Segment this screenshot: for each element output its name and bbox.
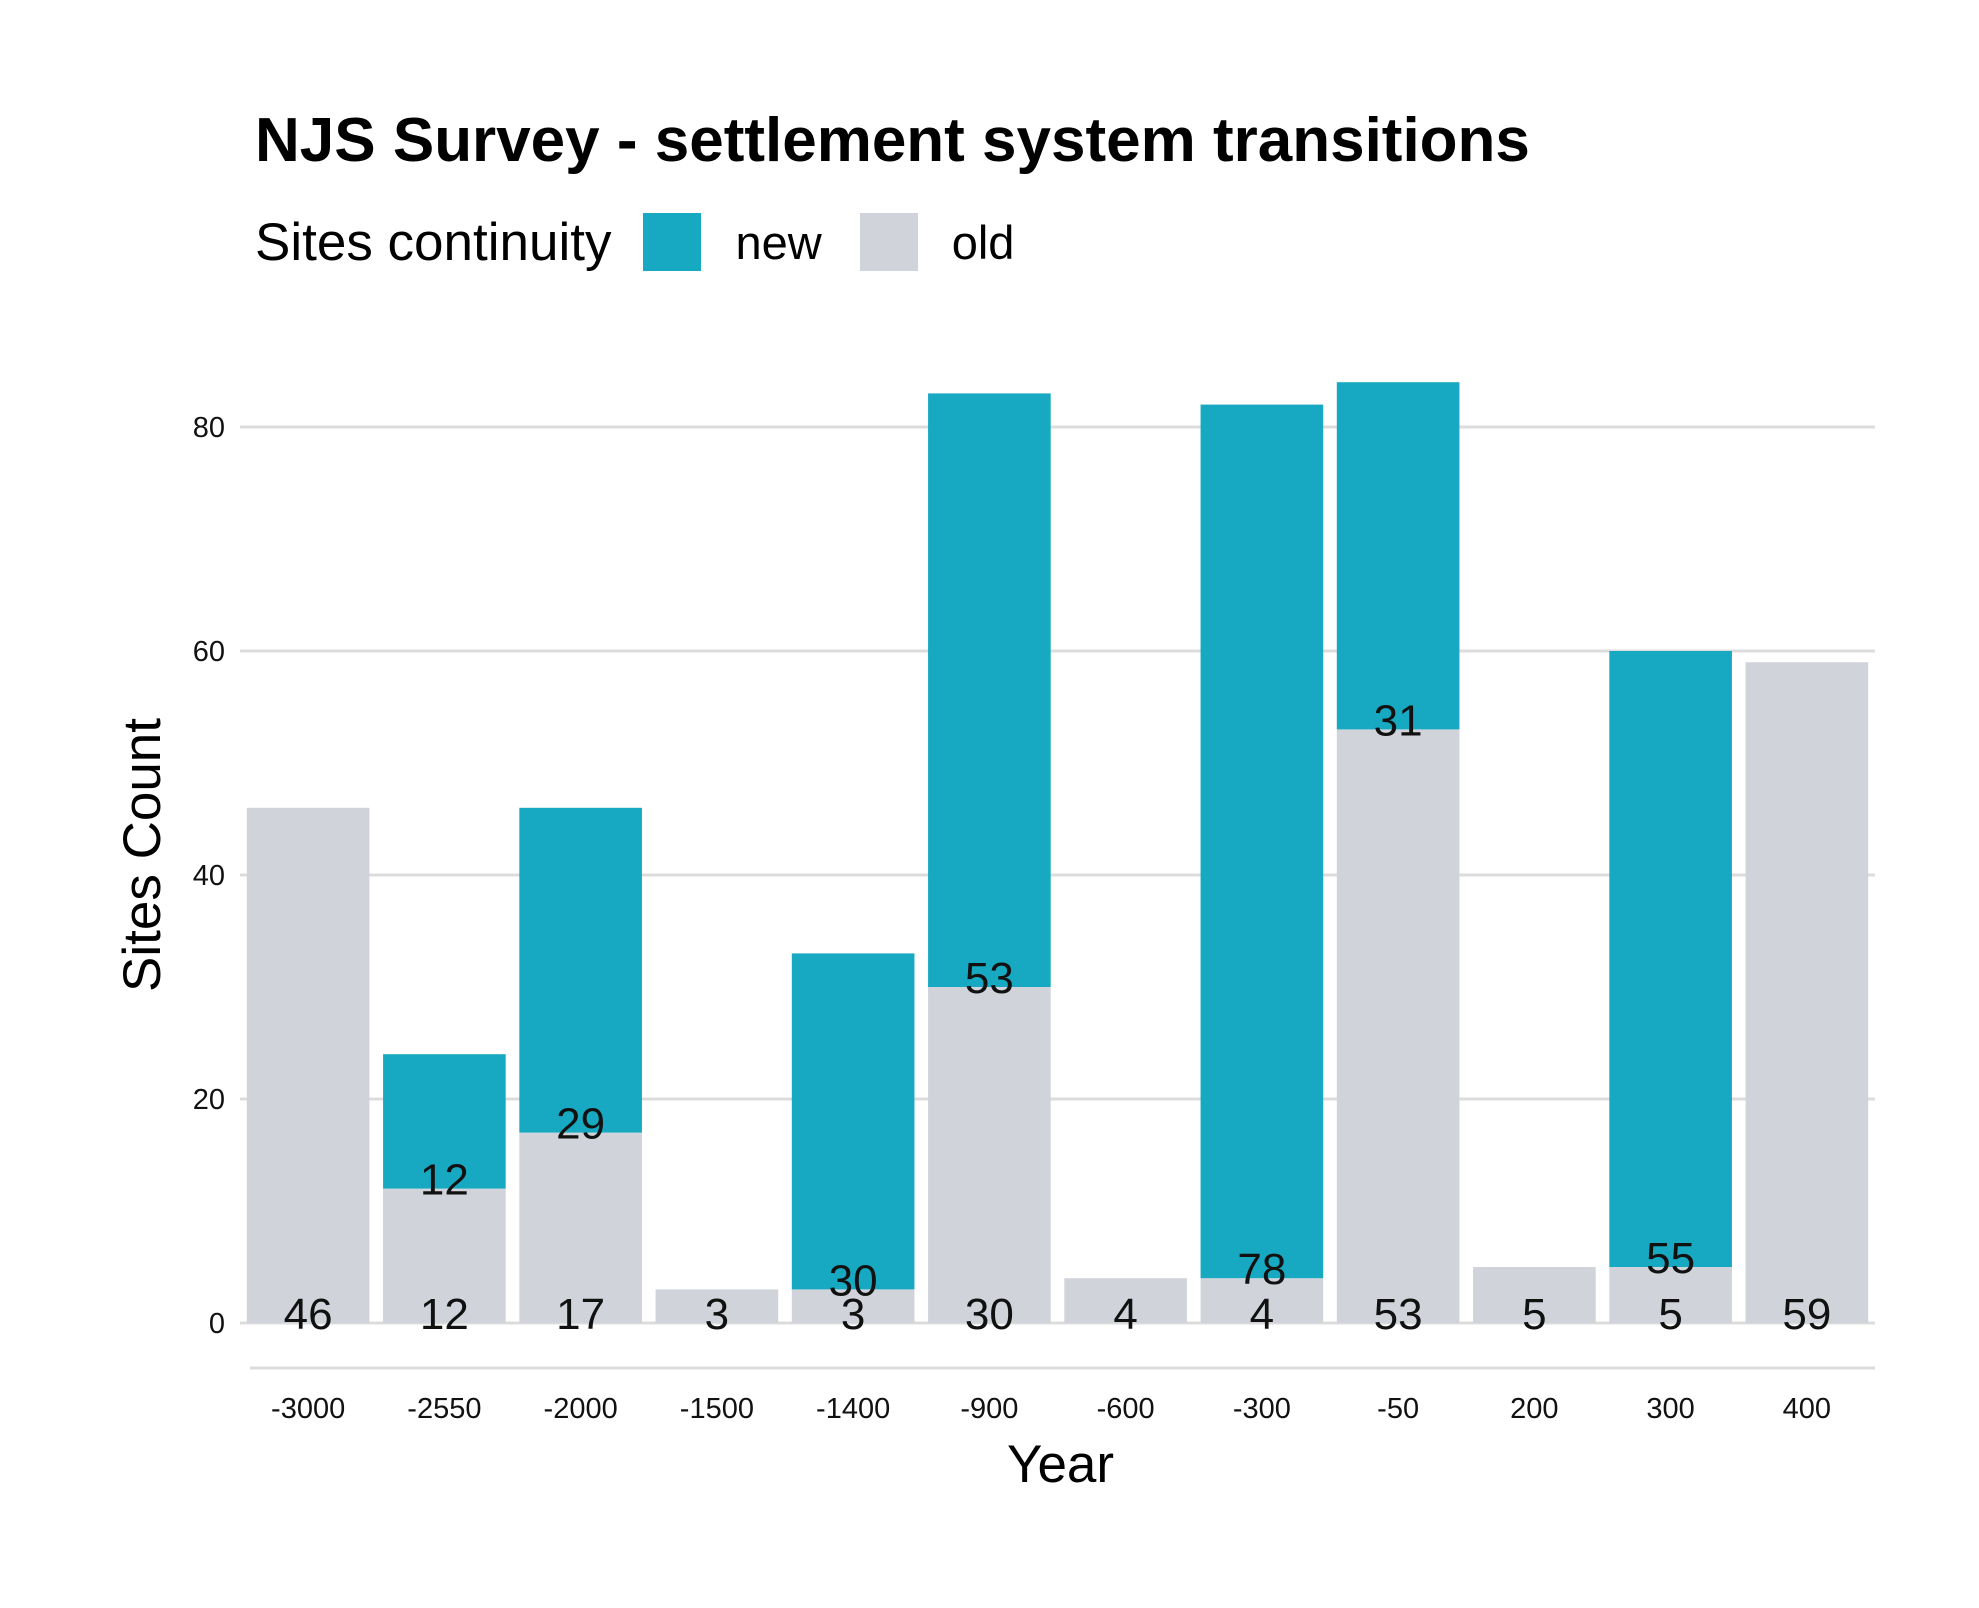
bar-new-300 xyxy=(1609,651,1732,1267)
x-tick-label-300: 300 xyxy=(1646,1393,1694,1425)
x-tick-label--300: -300 xyxy=(1233,1393,1291,1425)
bar-label-old--1400: 3 xyxy=(841,1290,865,1339)
x-tick-label-400: 400 xyxy=(1783,1393,1831,1425)
bar-label-old--900: 30 xyxy=(965,1290,1014,1339)
bar-old--50 xyxy=(1336,729,1460,1323)
bar-new--50 xyxy=(1336,382,1460,730)
bar-new--2550 xyxy=(383,1054,506,1189)
bar-label-new--50: 31 xyxy=(1374,696,1423,745)
x-tick-label--2000: -2000 xyxy=(544,1393,618,1425)
bar-old--900 xyxy=(928,987,1051,1323)
y-tick-label-40: 40 xyxy=(193,860,225,892)
x-tick-label--900: -900 xyxy=(960,1393,1018,1425)
bar-old--2550 xyxy=(383,1188,506,1323)
x-tick-label--600: -600 xyxy=(1097,1393,1155,1425)
bar-old--300 xyxy=(1200,1278,1324,1323)
x-axis-title: Year xyxy=(1007,1435,1114,1494)
bar-old-200 xyxy=(1473,1267,1596,1323)
bar-label-old--300: 4 xyxy=(1250,1290,1274,1339)
x-tick-label--1500: -1500 xyxy=(680,1393,754,1425)
bar-label-old--3000: 46 xyxy=(284,1290,333,1339)
bar-label-new-300: 55 xyxy=(1646,1234,1695,1283)
y-tick-label-20: 20 xyxy=(193,1084,225,1116)
bars xyxy=(246,382,1869,1323)
bar-label-old--2550: 12 xyxy=(420,1290,469,1339)
legend-item-old: old xyxy=(859,213,1015,271)
grid-lines xyxy=(240,425,1875,1325)
bar-old--600 xyxy=(1064,1278,1187,1323)
bar-label-old--50: 53 xyxy=(1374,1290,1423,1339)
bar-old--3000 xyxy=(246,807,370,1323)
legend-title: Sites continuity xyxy=(255,212,612,272)
legend-swatch-new xyxy=(643,213,702,271)
bar-label-new--1400: 30 xyxy=(829,1256,878,1305)
bar-old--1400 xyxy=(791,1289,915,1323)
bar-old-300 xyxy=(1609,1267,1732,1323)
chart-title: NJS Survey - settlement system transitio… xyxy=(255,106,1530,175)
x-tick-label--2550: -2550 xyxy=(407,1393,481,1425)
y-tick-label-0: 0 xyxy=(209,1308,225,1340)
x-tick-label--3000: -3000 xyxy=(271,1393,345,1425)
bar-label-old-400: 59 xyxy=(1782,1290,1831,1339)
y-axis-title: Sites Count xyxy=(113,718,172,992)
bar-old--2000 xyxy=(519,1132,642,1323)
bar-new--2000 xyxy=(519,807,642,1133)
bar-old--1500 xyxy=(655,1289,779,1323)
bar-new--900 xyxy=(928,393,1051,987)
bar-label-new--900: 53 xyxy=(965,954,1014,1003)
legend-swatch-old xyxy=(859,213,918,271)
bar-label-new--2000: 29 xyxy=(556,1100,605,1149)
y-tick-label-60: 60 xyxy=(193,636,225,668)
legend-item-new: new xyxy=(643,213,822,271)
y-tick-label-80: 80 xyxy=(193,412,225,444)
x-tick-label-200: 200 xyxy=(1510,1393,1558,1425)
legend-label-new: new xyxy=(735,215,822,269)
bar-label-old-200: 5 xyxy=(1522,1290,1546,1339)
bar-label-old--1500: 3 xyxy=(705,1290,729,1339)
bar-new--300 xyxy=(1200,404,1324,1279)
x-tick-label--50: -50 xyxy=(1377,1393,1419,1425)
bar-label-old--2000: 17 xyxy=(556,1290,605,1339)
y-axis-ticks: 0 20 40 60 80 xyxy=(193,412,225,1340)
bar-label-old--600: 4 xyxy=(1113,1290,1137,1339)
bar-label-new--2550: 12 xyxy=(420,1156,469,1205)
bar-old-400 xyxy=(1745,662,1869,1323)
bar-new--1400 xyxy=(791,953,915,1290)
x-axis-ticks: -3000 -2550 -2000 -1500 -1400 -900 -600 -300 -50… xyxy=(271,1393,1831,1425)
legend: Sites continuity new old xyxy=(255,210,1052,274)
legend-label-old: old xyxy=(951,215,1015,269)
bar-label-new--300: 78 xyxy=(1237,1245,1286,1294)
x-tick-label--1400: -1400 xyxy=(816,1393,890,1425)
bar-label-old-300: 5 xyxy=(1658,1290,1682,1339)
